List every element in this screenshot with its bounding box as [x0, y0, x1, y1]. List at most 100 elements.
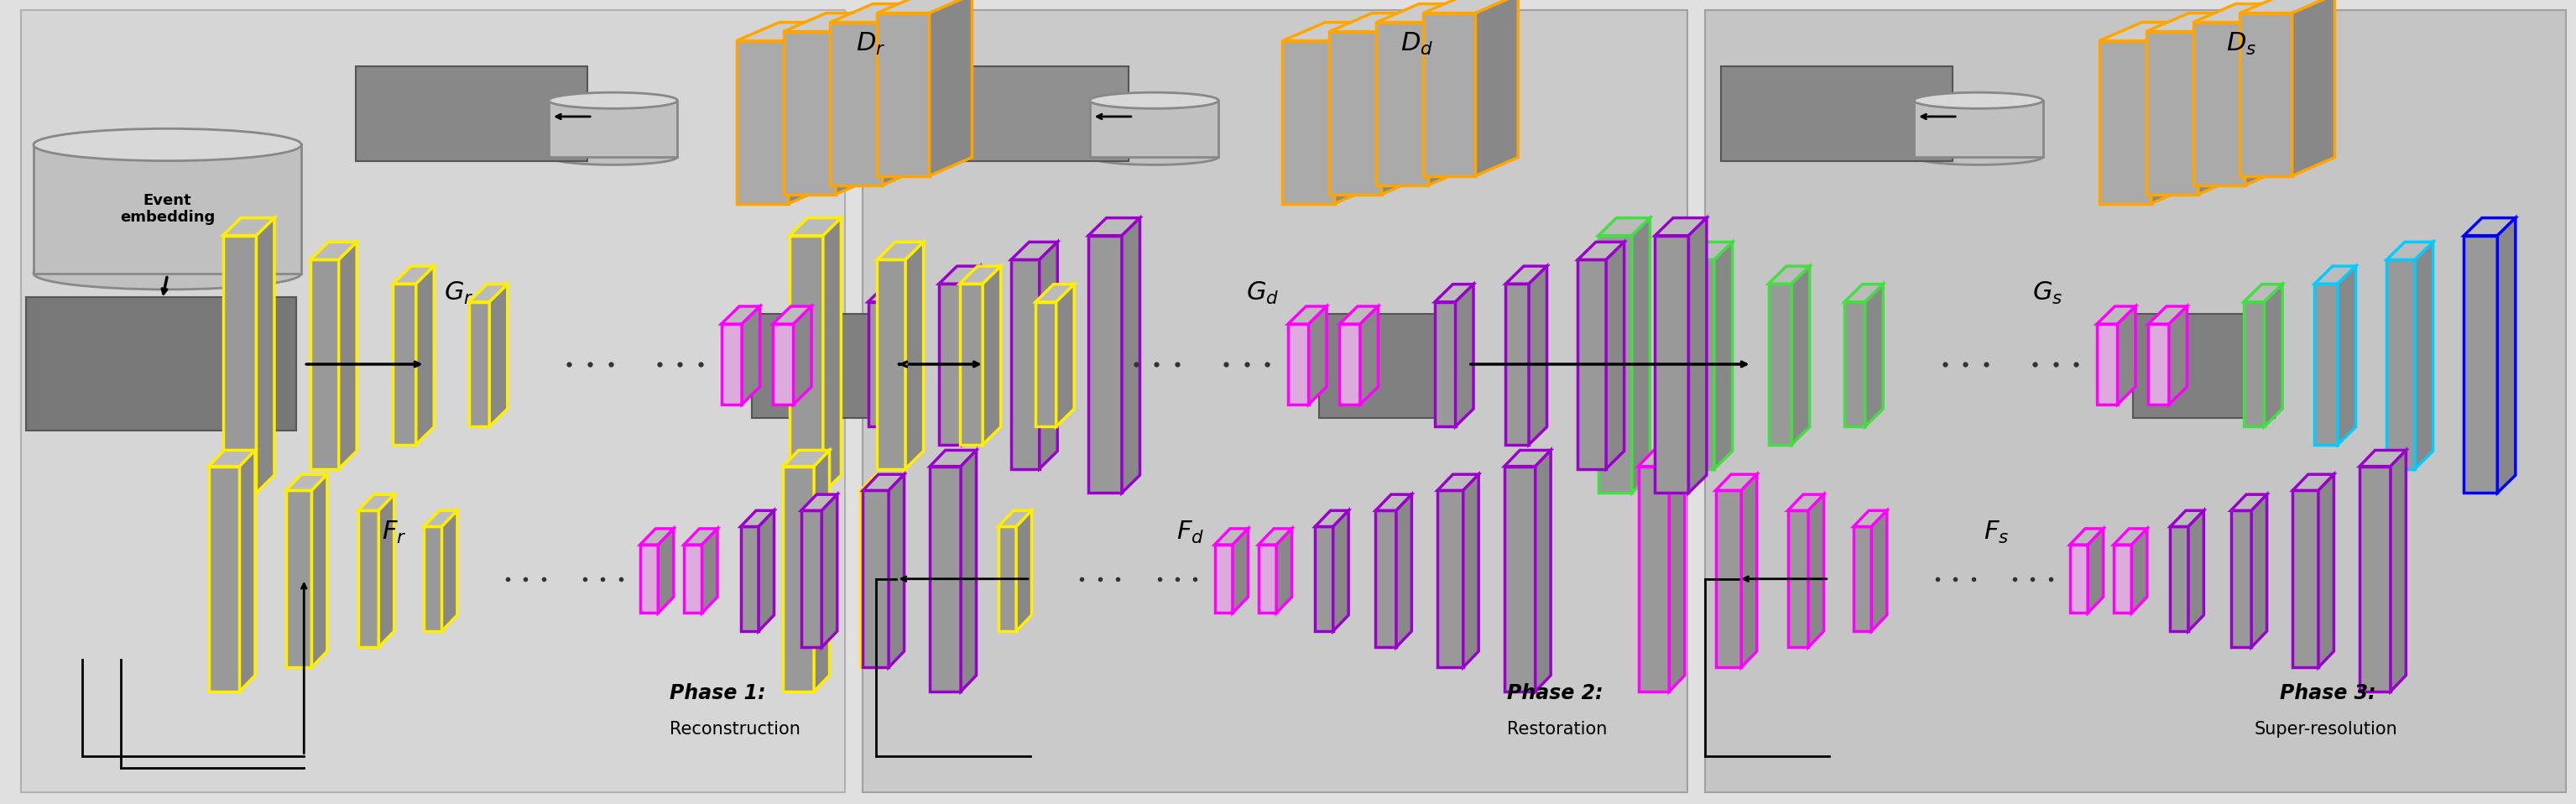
Polygon shape — [1260, 529, 1293, 545]
Polygon shape — [933, 494, 969, 511]
Polygon shape — [2360, 466, 2391, 691]
Polygon shape — [2099, 41, 2151, 203]
Polygon shape — [2172, 527, 2190, 631]
Polygon shape — [2244, 284, 2282, 302]
Polygon shape — [422, 511, 459, 527]
Polygon shape — [340, 242, 355, 469]
Polygon shape — [2293, 490, 2318, 667]
Polygon shape — [1334, 511, 1350, 631]
Polygon shape — [1012, 242, 1059, 260]
Polygon shape — [2251, 494, 2267, 647]
Polygon shape — [1437, 474, 1479, 490]
Polygon shape — [379, 494, 394, 647]
Polygon shape — [2318, 474, 2334, 667]
Polygon shape — [2388, 242, 2434, 260]
Polygon shape — [860, 490, 886, 667]
Polygon shape — [2264, 284, 2282, 426]
Polygon shape — [961, 284, 984, 445]
Polygon shape — [2293, 474, 2334, 490]
Polygon shape — [999, 511, 1033, 527]
Ellipse shape — [33, 257, 301, 289]
Polygon shape — [2316, 284, 2339, 445]
Polygon shape — [2151, 23, 2195, 203]
Polygon shape — [742, 527, 760, 631]
Polygon shape — [2097, 324, 2117, 404]
Polygon shape — [209, 450, 255, 466]
Polygon shape — [2465, 236, 2499, 493]
Polygon shape — [961, 450, 976, 691]
FancyBboxPatch shape — [33, 145, 301, 273]
Polygon shape — [1770, 284, 1793, 445]
Polygon shape — [1435, 302, 1455, 426]
Polygon shape — [701, 529, 716, 613]
Polygon shape — [1316, 511, 1350, 527]
Bar — [1319, 314, 1461, 418]
Polygon shape — [1340, 324, 1360, 404]
Text: Phase 2:: Phase 2: — [1507, 683, 1602, 704]
Polygon shape — [1788, 494, 1824, 511]
Polygon shape — [1808, 494, 1824, 647]
Polygon shape — [1504, 450, 1551, 466]
Polygon shape — [788, 23, 832, 203]
Polygon shape — [1056, 284, 1074, 426]
Polygon shape — [1530, 266, 1548, 445]
Polygon shape — [984, 266, 999, 445]
Polygon shape — [1334, 23, 1378, 203]
Polygon shape — [742, 511, 775, 527]
Polygon shape — [2115, 545, 2133, 613]
Bar — [26, 297, 296, 430]
Polygon shape — [2148, 306, 2187, 324]
Polygon shape — [2099, 23, 2195, 41]
Polygon shape — [886, 474, 902, 667]
Polygon shape — [999, 527, 1018, 631]
Polygon shape — [1381, 13, 1425, 195]
Polygon shape — [835, 13, 878, 195]
Polygon shape — [783, 13, 878, 31]
Text: $F_s$: $F_s$ — [1984, 519, 2009, 545]
Polygon shape — [933, 511, 953, 647]
Polygon shape — [1425, 0, 1517, 13]
Polygon shape — [2089, 529, 2105, 613]
Ellipse shape — [33, 129, 301, 161]
Polygon shape — [1741, 474, 1757, 667]
Polygon shape — [860, 474, 902, 490]
Polygon shape — [2339, 266, 2357, 445]
Polygon shape — [312, 242, 355, 260]
Polygon shape — [1376, 4, 1471, 23]
Polygon shape — [358, 511, 379, 647]
Polygon shape — [1687, 260, 1716, 469]
Polygon shape — [1855, 511, 1886, 527]
Polygon shape — [1770, 266, 1811, 284]
Polygon shape — [868, 284, 907, 302]
Polygon shape — [1463, 474, 1479, 667]
Polygon shape — [685, 529, 716, 545]
Polygon shape — [930, 466, 961, 691]
Polygon shape — [1376, 23, 1430, 185]
Text: $G_d$: $G_d$ — [1247, 281, 1278, 306]
Polygon shape — [1360, 306, 1378, 404]
Polygon shape — [358, 494, 394, 511]
Text: $G_r$: $G_r$ — [443, 281, 474, 306]
Polygon shape — [2316, 266, 2357, 284]
Polygon shape — [1844, 284, 1883, 302]
Text: Super-resolution: Super-resolution — [2254, 721, 2398, 737]
Polygon shape — [2465, 218, 2517, 236]
Polygon shape — [940, 266, 981, 284]
Text: Phase 3:: Phase 3: — [2280, 683, 2375, 704]
Polygon shape — [2115, 529, 2148, 545]
Polygon shape — [1283, 41, 1334, 203]
Polygon shape — [1504, 466, 1535, 691]
Polygon shape — [469, 302, 489, 426]
Polygon shape — [2391, 450, 2406, 691]
Text: Reconstruction: Reconstruction — [670, 721, 801, 737]
Polygon shape — [1507, 266, 1548, 284]
Polygon shape — [814, 450, 829, 691]
Polygon shape — [1090, 218, 1141, 236]
Polygon shape — [312, 474, 327, 667]
Polygon shape — [737, 41, 788, 203]
Polygon shape — [760, 511, 775, 631]
Polygon shape — [953, 494, 969, 647]
Polygon shape — [793, 306, 811, 404]
Polygon shape — [721, 324, 742, 404]
Polygon shape — [1036, 302, 1056, 426]
